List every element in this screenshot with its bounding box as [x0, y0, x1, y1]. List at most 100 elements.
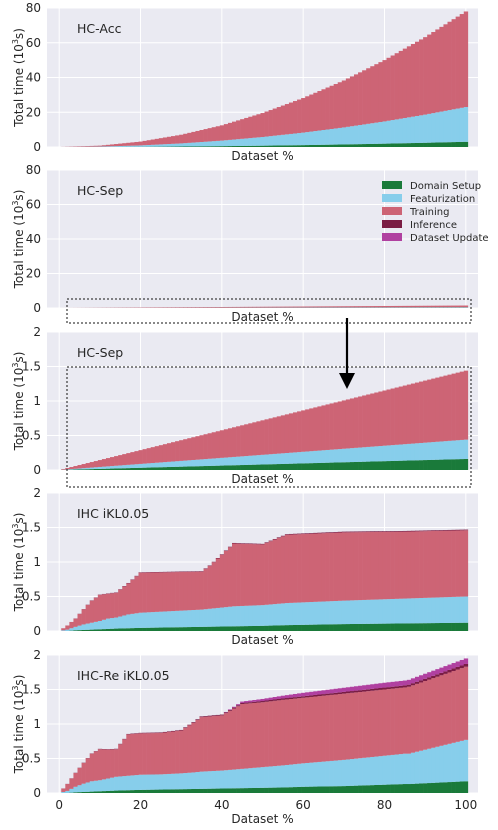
bar-segment [232, 543, 237, 607]
bar-segment [337, 306, 343, 308]
bar-segment [398, 685, 404, 688]
bar-segment [223, 124, 229, 141]
y-tick-label: 0 [33, 301, 41, 315]
bar-segment [410, 143, 416, 147]
bar-segment [317, 306, 322, 308]
bar-segment [427, 672, 432, 678]
bar-segment [370, 461, 375, 470]
bar-segment [423, 114, 428, 143]
bar-segment [162, 444, 168, 463]
bar-segment [264, 766, 269, 788]
bar-segment [146, 732, 151, 734]
bar-segment [134, 467, 139, 470]
bar-segment [248, 788, 253, 793]
bar-segment [256, 767, 261, 788]
bar-segment [382, 445, 387, 462]
bar-segment [333, 688, 339, 693]
bar-segment [382, 784, 387, 793]
bar-segment [341, 400, 347, 449]
bar-segment [386, 682, 391, 688]
bar-segment [248, 768, 253, 789]
bar-segment [382, 531, 387, 600]
bar-segment [248, 116, 253, 139]
bar-segment [419, 598, 424, 624]
bar-segment [329, 693, 334, 695]
bar-segment [402, 530, 408, 532]
bar-segment [105, 628, 111, 631]
bar-segment [374, 531, 379, 532]
bar-segment [439, 622, 444, 631]
bar-segment [463, 529, 469, 531]
bar-segment [93, 791, 99, 793]
bar-segment [390, 55, 395, 121]
bar-segment [272, 787, 278, 793]
bar-segment [73, 772, 78, 787]
bar-segment [223, 429, 229, 458]
bar-segment [305, 624, 310, 631]
bar-segment [414, 598, 420, 624]
bar-segment [305, 786, 310, 793]
bar-segment [97, 620, 103, 630]
bar-segment [459, 439, 465, 460]
bar-segment [252, 702, 257, 768]
bar-segment [435, 676, 440, 747]
bar-segment [175, 572, 180, 611]
bar-segment [264, 787, 269, 793]
bar-segment [276, 696, 282, 699]
bar-segment [154, 611, 160, 628]
bar-segment [142, 789, 147, 793]
bar-segment [199, 130, 204, 143]
bar-segment [134, 464, 139, 468]
bar-segment [447, 21, 452, 111]
legend: Domain Setup Featurization Training Inferen… [382, 181, 489, 244]
bar-segment [317, 690, 322, 695]
x-axis-label: Dataset % [231, 310, 293, 324]
bar-segment [85, 782, 90, 792]
bar-segment [423, 681, 428, 750]
bar-segment [366, 123, 371, 144]
bar-segment [280, 603, 286, 626]
bar-segment [374, 306, 379, 308]
bar-segment [191, 146, 196, 147]
bar-segment [459, 107, 465, 142]
bar-segment [419, 530, 424, 532]
x-tick-label: 20 [133, 798, 148, 812]
bar-segment [382, 390, 387, 446]
bar-segment [199, 626, 204, 631]
bar-segment [341, 532, 347, 601]
bar-segment [101, 145, 107, 147]
bar-segment [292, 698, 298, 765]
bar-segment [65, 629, 70, 631]
bar-segment [191, 722, 196, 723]
bar-segment [252, 464, 257, 470]
bar-segment [211, 127, 217, 142]
bar-segment [138, 612, 143, 628]
bar-segment [227, 457, 233, 466]
bar-segment [175, 461, 180, 467]
y-tick-label: 2 [33, 648, 41, 662]
panel-title: IHC iKL0.05 [77, 506, 149, 521]
bar-segment [341, 448, 347, 463]
bar-segment [313, 786, 318, 793]
bar-segment [439, 597, 444, 623]
bar-segment [423, 673, 428, 679]
bar-segment [423, 305, 428, 308]
bar-segment [329, 786, 334, 793]
bar-segment [402, 48, 408, 119]
bar-segment [353, 785, 359, 793]
bar-segment [215, 465, 221, 470]
bar-segment [463, 663, 469, 667]
bar-segment [268, 464, 273, 470]
bar-segment [150, 463, 156, 468]
bar-segment [207, 141, 212, 147]
bar-segment [162, 144, 168, 147]
bar-segment [252, 306, 257, 308]
chart-panel-1: 0 20 40 60 80 Dataset % Total time (103s) HC-Ac… [11, 1, 478, 163]
legend-swatch [382, 220, 402, 228]
bar-segment [406, 679, 412, 685]
bar-segment [260, 464, 265, 470]
bar-segment [337, 786, 343, 793]
bar-segment [114, 617, 119, 629]
bar-segment [317, 694, 322, 697]
bar-segment [272, 306, 278, 308]
